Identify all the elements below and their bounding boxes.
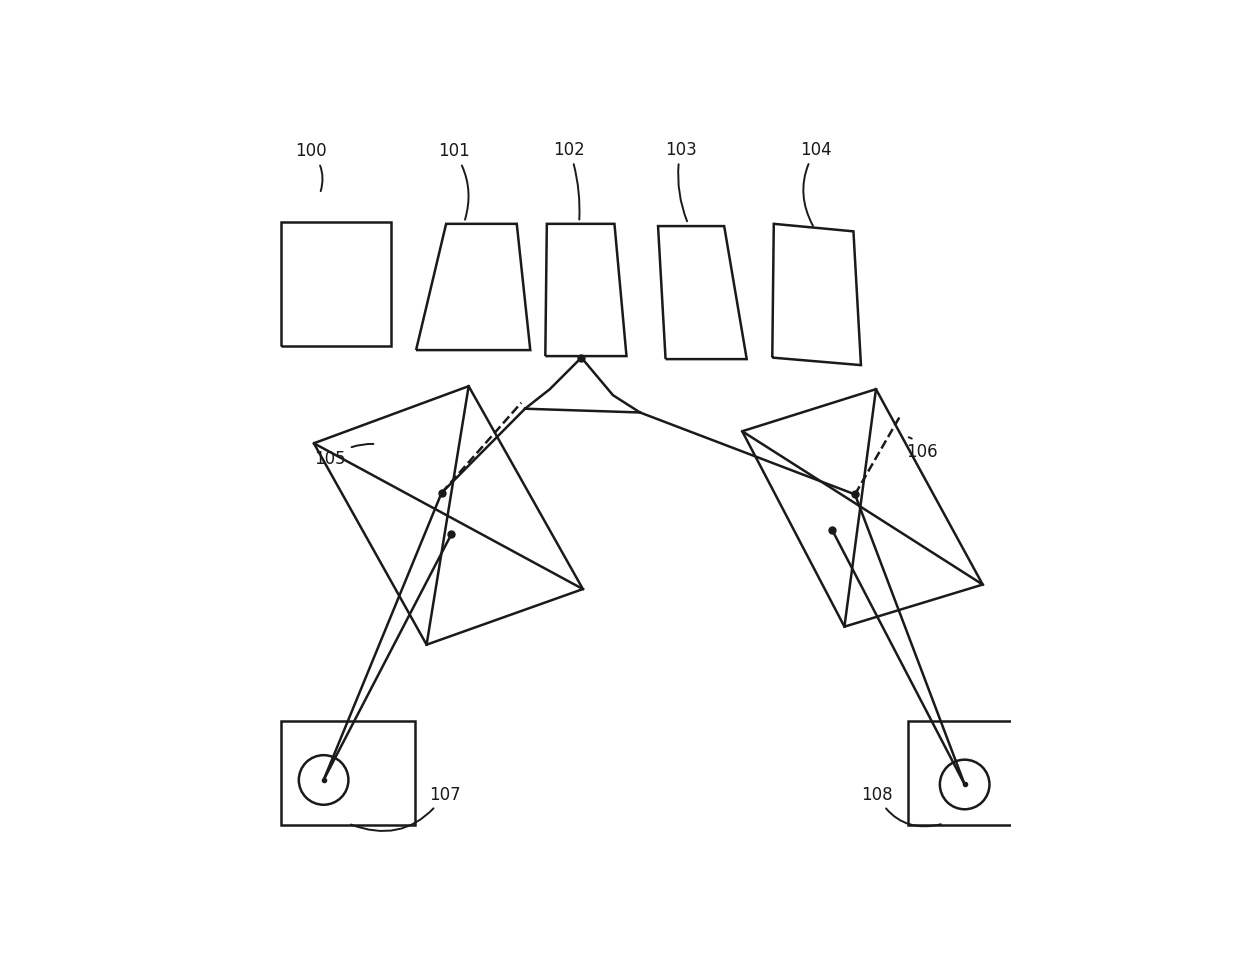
Text: 103: 103 [665, 141, 697, 222]
Text: 101: 101 [438, 142, 470, 220]
Text: 104: 104 [800, 141, 832, 225]
Bar [280, 721, 414, 825]
Bar [908, 721, 1042, 825]
Text: 106: 106 [906, 437, 937, 461]
Text: 102: 102 [553, 141, 585, 220]
Text: 100: 100 [295, 142, 326, 191]
Text: 105: 105 [315, 444, 373, 468]
Text: 108: 108 [861, 786, 941, 827]
Text: 107: 107 [351, 786, 460, 831]
